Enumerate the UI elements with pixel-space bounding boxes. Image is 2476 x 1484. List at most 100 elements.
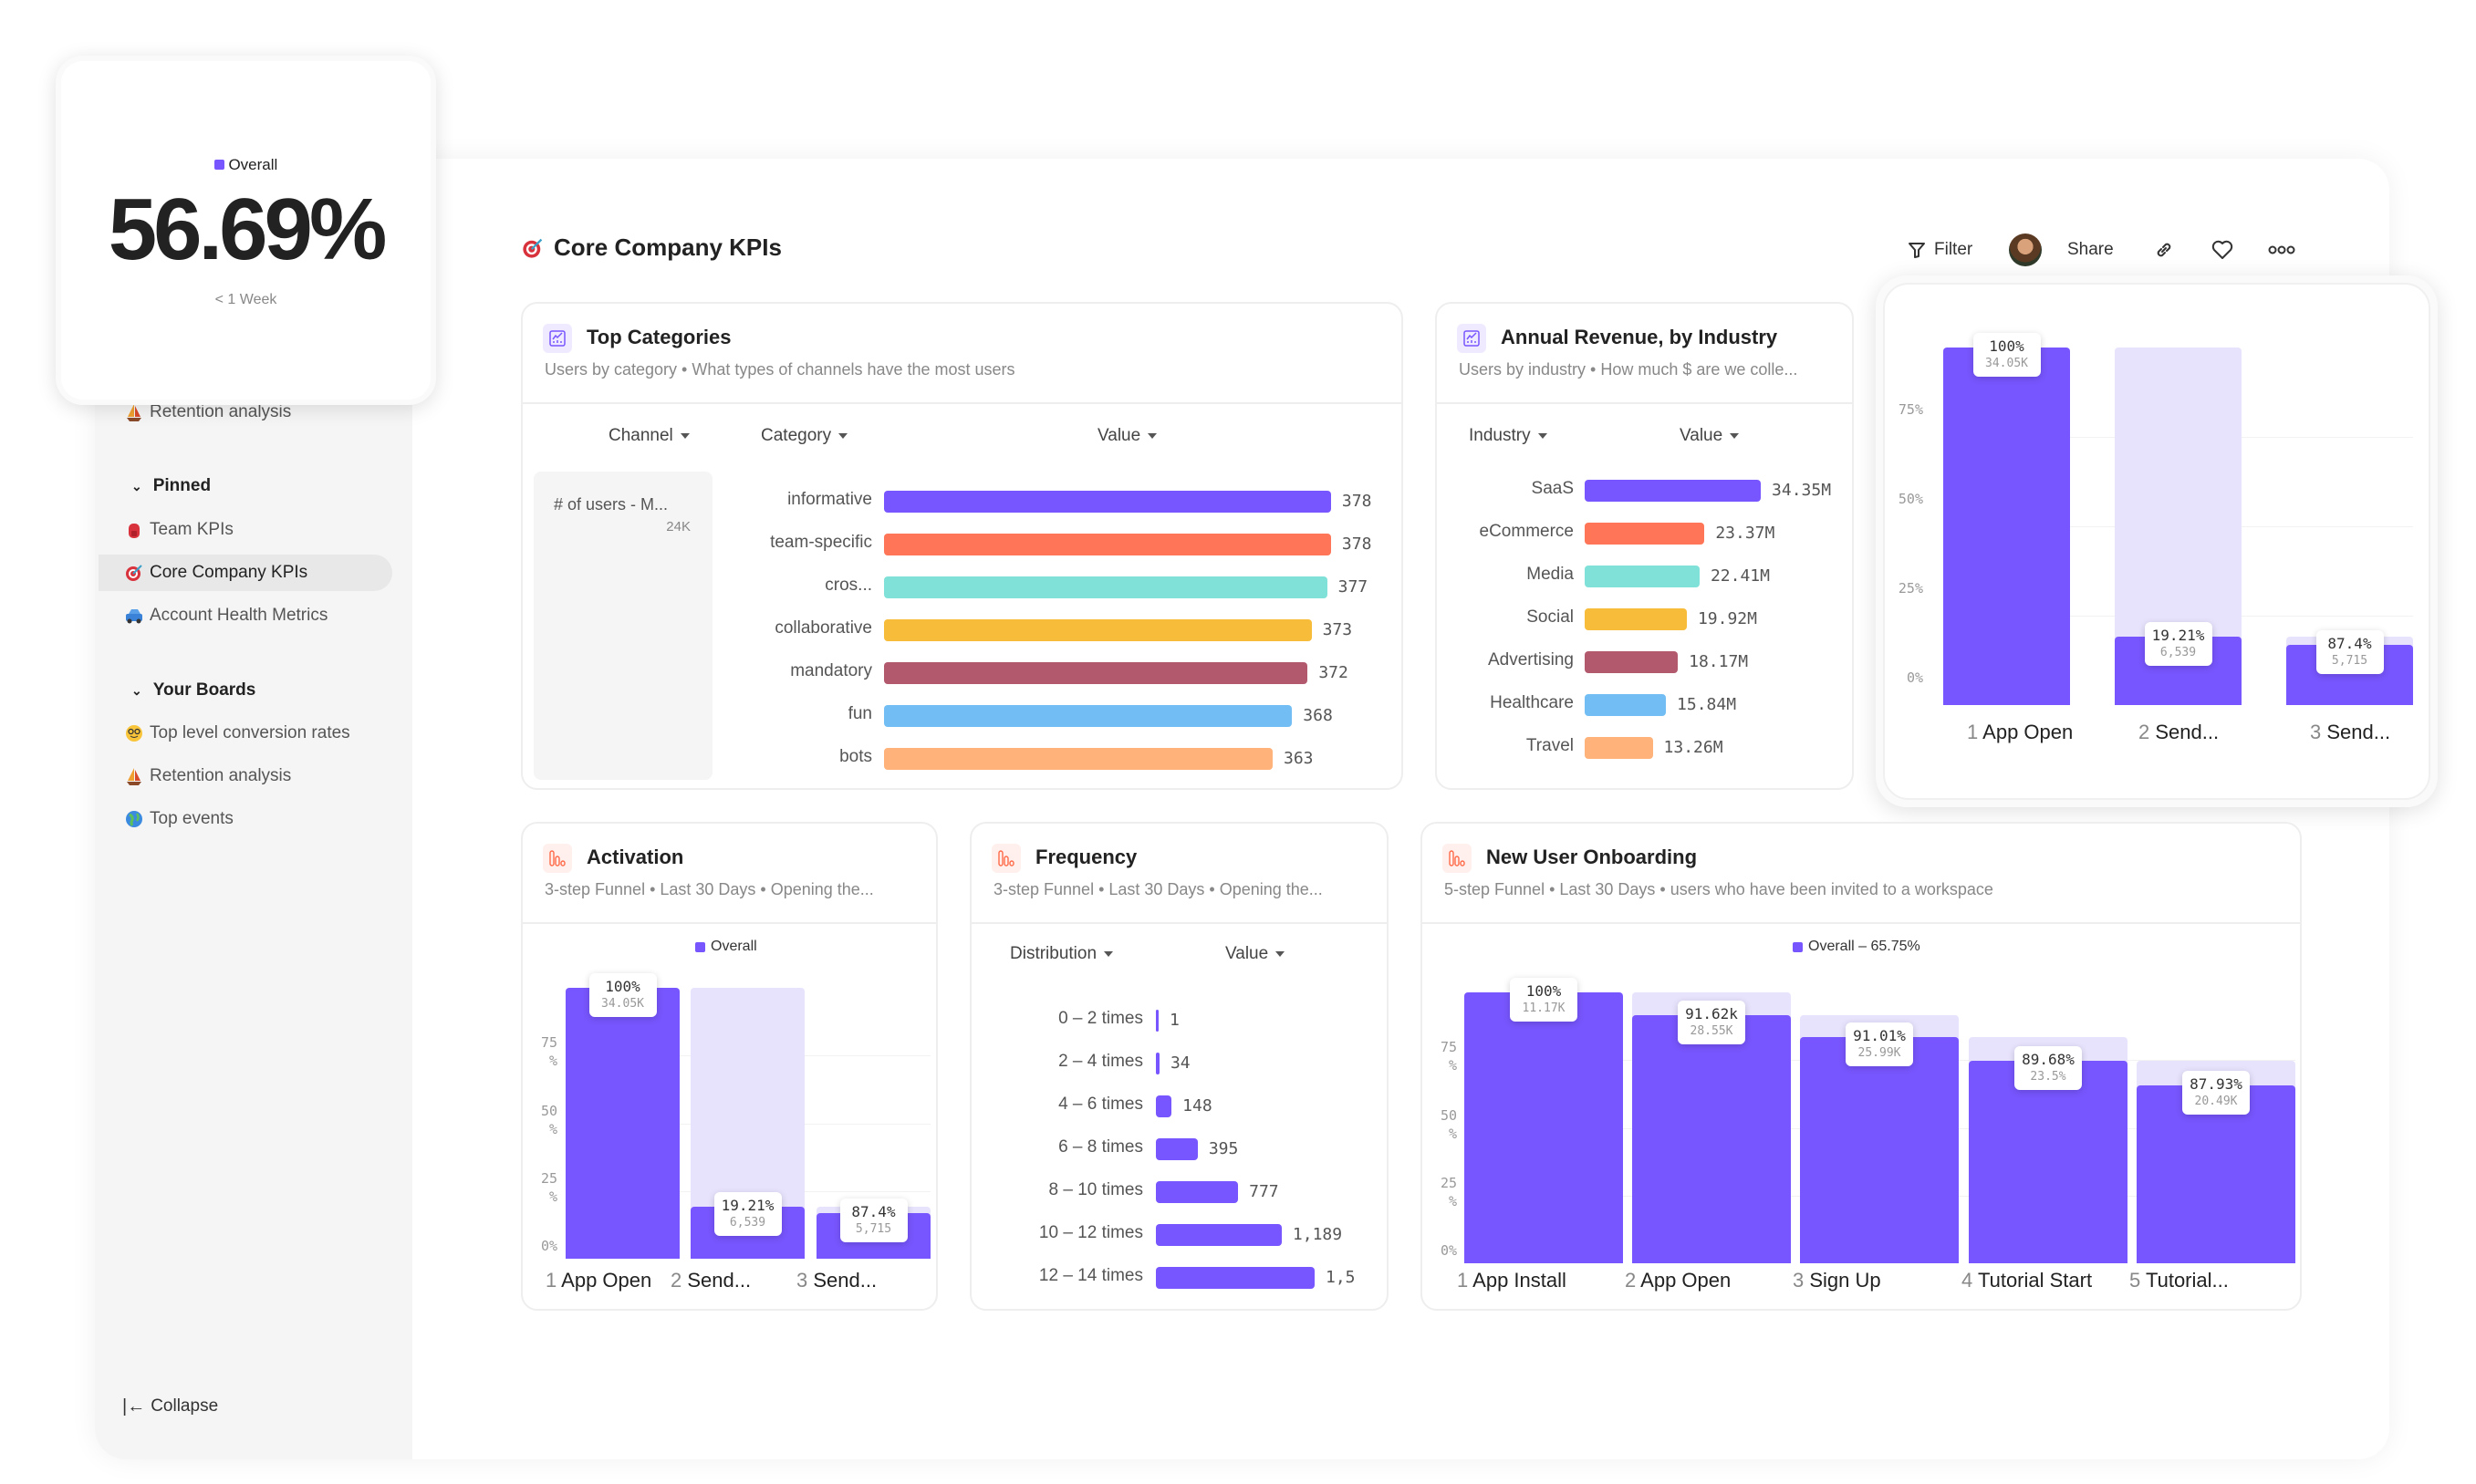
y-tick-number: 25 xyxy=(540,1169,557,1187)
bar-value-label: 19.92M xyxy=(1697,609,1757,628)
filter-button[interactable]: Filter xyxy=(1907,235,1972,265)
sidebar-section-your-boards[interactable]: ⌄ Your Boards xyxy=(131,680,255,700)
column-header-distribution[interactable]: Distribution xyxy=(1010,944,1114,964)
y-tick-unit: % xyxy=(1448,1057,1457,1074)
y-axis-label: 50% xyxy=(1898,491,1923,507)
caret-down-icon xyxy=(1730,432,1740,439)
bar xyxy=(1156,1181,1239,1203)
sidebar-item-account-health-metrics[interactable]: Account Health Metrics xyxy=(124,597,328,634)
sidebar-item-label: Team KPIs xyxy=(150,520,234,539)
step-label: Tutorial... xyxy=(2145,1269,2229,1292)
share-button[interactable]: Share xyxy=(2067,235,2114,265)
bar xyxy=(884,662,1308,684)
funnel-icon xyxy=(992,844,1021,873)
more-options-button[interactable] xyxy=(2268,235,2295,265)
bar-tooltip: 100% 34.05K xyxy=(588,973,657,1017)
card-subtitle: 5-step Funnel • Last 30 Days • users who… xyxy=(1444,880,1993,898)
sidebar-item-top-level-conversion-rates[interactable]: Top level conversion rates xyxy=(124,715,350,752)
y-axis-label: 25% xyxy=(525,1169,557,1206)
bar-label: eCommerce xyxy=(1479,522,1574,541)
card-activation[interactable]: Activation 3-step Funnel • Last 30 Days … xyxy=(521,822,938,1311)
bar-label: collaborative xyxy=(775,618,872,638)
bar xyxy=(1156,1138,1198,1160)
bar-value-label: 368 xyxy=(1303,706,1333,725)
bar xyxy=(1156,1010,1159,1032)
card-title: Activation xyxy=(587,846,684,868)
chart-legend: Overall – 65.75% xyxy=(1793,939,1920,955)
link-button[interactable] xyxy=(2153,235,2175,265)
tooltip-count: 20.49K xyxy=(2194,1094,2238,1108)
bar xyxy=(1585,608,1687,630)
sidebar-section-pinned[interactable]: ⌄ Pinned xyxy=(131,476,211,496)
step-label: App Open xyxy=(561,1269,652,1292)
bar-row: eCommerce 23.37M xyxy=(1437,522,1852,545)
y-axis-label: 50% xyxy=(1424,1106,1457,1143)
tooltip-percent: 19.21% xyxy=(721,1196,775,1214)
column-header-value[interactable]: Value xyxy=(1098,426,1158,446)
collapse-label: Collapse xyxy=(151,1396,219,1416)
bar-label: Media xyxy=(1526,565,1574,584)
card-top-categories[interactable]: Top Categories Users by category • What … xyxy=(521,302,1403,790)
step-number: 3 xyxy=(2310,721,2322,743)
bar-tooltip: 89.68% 23.5% xyxy=(2014,1045,2082,1090)
bar xyxy=(884,534,1331,555)
line-chart-icon xyxy=(543,324,572,353)
link-icon xyxy=(2157,243,2171,257)
bar-tooltip: 19.21% 6,539 xyxy=(713,1191,782,1236)
bar-row: SaaS 34.35M xyxy=(1437,479,1852,502)
metric-label: # of users - M... xyxy=(554,495,669,514)
bar xyxy=(1632,1014,1791,1263)
card-funnel-popout[interactable]: 0% 25% 50% 75% 100% 34.05K 1 App Open 19.21% 6,5… xyxy=(1883,283,2430,800)
caret-down-icon xyxy=(838,432,848,439)
sidebar-item-team-kpis[interactable]: Team KPIs xyxy=(124,512,234,548)
bar xyxy=(1585,523,1705,545)
bar-value-label: 23.37M xyxy=(1715,524,1775,543)
bar-label: Advertising xyxy=(1488,650,1574,669)
column-header-value[interactable]: Value xyxy=(1225,944,1285,964)
favorite-button[interactable] xyxy=(2211,235,2234,265)
bar xyxy=(884,705,1293,727)
sidebar-item-top-events[interactable]: Top events xyxy=(124,801,234,837)
bar-row: 12 – 14 times 1,5 xyxy=(972,1266,1378,1289)
bar xyxy=(1585,566,1700,587)
bar-value-label: 372 xyxy=(1318,663,1348,682)
activation-chart: 0% 25% 50% 75% 100% 34.05K 1 App Open 19.21% 6,5… xyxy=(523,824,936,1309)
x-axis-label: 1 App Install xyxy=(1457,1269,1566,1292)
bar-tooltip: 91.01% 25.99K xyxy=(1846,1022,1913,1067)
sidebar-item-retention-analysis-top[interactable]: Retention analysis xyxy=(124,394,291,431)
step-label: App Install xyxy=(1472,1269,1566,1292)
column-header-channel[interactable]: Channel xyxy=(609,426,690,446)
y-tick-number: 25 xyxy=(1440,1174,1457,1191)
bar xyxy=(1156,1053,1160,1074)
avatar[interactable] xyxy=(2009,233,2042,266)
bar-value-label: 1,189 xyxy=(1292,1225,1343,1244)
column-header-industry[interactable]: Industry xyxy=(1469,426,1547,446)
filter-icon xyxy=(1909,243,1925,258)
step-number: 1 xyxy=(546,1269,557,1292)
tooltip-percent: 87.4% xyxy=(2327,635,2372,653)
bar xyxy=(884,619,1312,641)
bar-value-label: 363 xyxy=(1284,749,1314,768)
section-title: Pinned xyxy=(152,476,212,495)
card-new-user-onboarding[interactable]: New User Onboarding 5-step Funnel • Last… xyxy=(1420,822,2302,1311)
heart-icon xyxy=(2211,240,2233,259)
x-axis-label: 2 App Open xyxy=(1625,1269,1731,1292)
y-axis-label: 75% xyxy=(1898,401,1923,418)
bar-label: 0 – 2 times xyxy=(1058,1010,1143,1028)
y-tick-number: 50 xyxy=(540,1102,557,1119)
tooltip-percent: 100% xyxy=(605,978,640,995)
column-header-value[interactable]: Value xyxy=(1680,426,1740,446)
card-annual-revenue[interactable]: Annual Revenue, by Industry Users by ind… xyxy=(1435,302,1854,790)
caret-down-icon xyxy=(1537,432,1547,439)
sidebar-item-retention-analysis[interactable]: Retention analysis xyxy=(124,758,291,794)
bar-label: 2 – 4 times xyxy=(1058,1052,1143,1071)
collapse-button[interactable]: |← Collapse xyxy=(122,1388,218,1425)
bar-value-label: 1 xyxy=(1170,1011,1180,1030)
bar-row: 4 – 6 times 148 xyxy=(972,1095,1378,1117)
sidebar-item-core-company-kpis[interactable]: Core Company KPIs xyxy=(99,555,392,591)
bar-value-label: 373 xyxy=(1322,620,1353,639)
sailboat-icon xyxy=(127,768,141,785)
bar-row: cros... 377 xyxy=(523,576,1401,598)
column-header-category[interactable]: Category xyxy=(761,426,848,446)
card-frequency[interactable]: Frequency 3-step Funnel • Last 30 Days •… xyxy=(970,822,1389,1311)
